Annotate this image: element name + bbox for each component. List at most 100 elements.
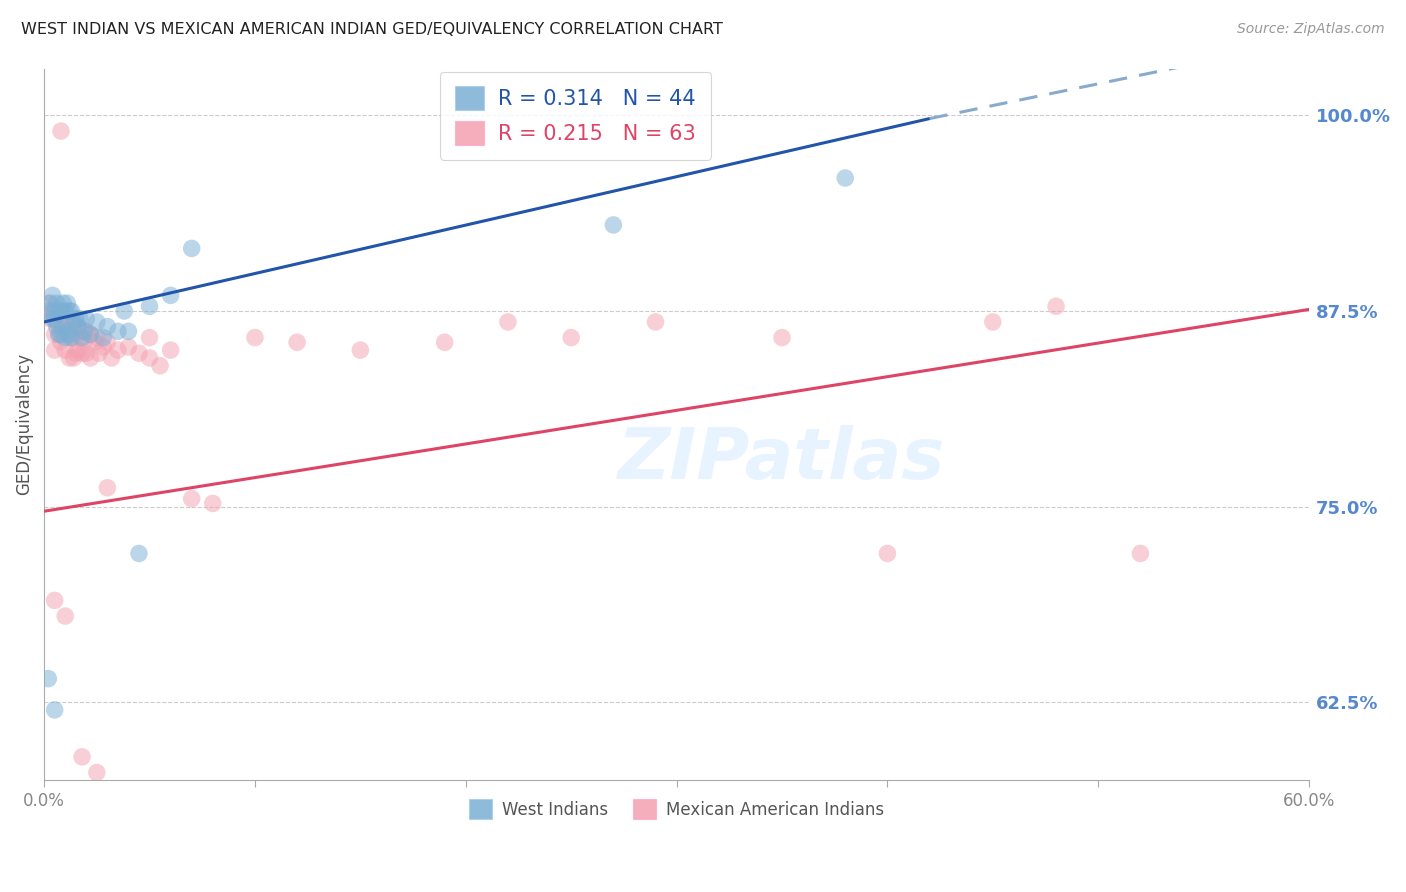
Point <box>60 319 83 334</box>
Point <box>62 351 84 365</box>
Point <box>876 546 898 560</box>
Point <box>69 330 91 344</box>
Point <box>39 311 62 326</box>
Point <box>60 304 83 318</box>
Point <box>83 335 105 350</box>
Point <box>70 346 93 360</box>
Point <box>112 304 135 318</box>
Point <box>66 343 89 357</box>
Point <box>96 481 118 495</box>
Point <box>48 327 70 342</box>
Point <box>1045 299 1067 313</box>
Point <box>834 171 856 186</box>
Point <box>49 304 72 318</box>
Point <box>41 304 63 318</box>
Point <box>73 324 96 338</box>
Point <box>53 609 76 624</box>
Point <box>117 324 139 338</box>
Point <box>69 311 91 326</box>
Point <box>41 311 63 326</box>
Point <box>70 330 93 344</box>
Point <box>44 593 66 607</box>
Text: WEST INDIAN VS MEXICAN AMERICAN INDIAN GED/EQUIVALENCY CORRELATION CHART: WEST INDIAN VS MEXICAN AMERICAN INDIAN G… <box>21 22 723 37</box>
Point <box>644 315 666 329</box>
Point <box>602 218 624 232</box>
Point <box>770 330 793 344</box>
Point <box>37 304 59 318</box>
Point <box>45 296 67 310</box>
Y-axis label: GED/Equivalency: GED/Equivalency <box>15 353 32 495</box>
Point <box>128 346 150 360</box>
Point <box>79 327 101 342</box>
Point <box>58 351 80 365</box>
Point <box>56 296 79 310</box>
Point <box>149 359 172 373</box>
Point <box>433 335 456 350</box>
Point <box>981 315 1004 329</box>
Point <box>48 304 70 318</box>
Point <box>180 241 202 255</box>
Point <box>100 351 122 365</box>
Point <box>66 319 89 334</box>
Point <box>65 346 87 360</box>
Point <box>75 346 97 360</box>
Point <box>87 346 110 360</box>
Point <box>243 330 266 344</box>
Point <box>496 315 519 329</box>
Point <box>58 327 80 342</box>
Text: Source: ZipAtlas.com: Source: ZipAtlas.com <box>1237 22 1385 37</box>
Point <box>138 299 160 313</box>
Point <box>52 319 75 334</box>
Point <box>138 330 160 344</box>
Text: ZIPatlas: ZIPatlas <box>619 425 946 494</box>
Point <box>86 765 108 780</box>
Point <box>44 304 66 318</box>
Point <box>349 343 371 357</box>
Point <box>138 351 160 365</box>
Point <box>56 324 79 338</box>
Point <box>44 327 66 342</box>
Point <box>45 315 67 329</box>
Point <box>65 324 87 338</box>
Point <box>75 324 97 338</box>
Point <box>39 296 62 310</box>
Point <box>49 124 72 138</box>
Point <box>159 343 181 357</box>
Legend: West Indians, Mexican American Indians: West Indians, Mexican American Indians <box>463 793 891 825</box>
Point <box>107 324 129 338</box>
Point <box>48 327 70 342</box>
Point <box>58 330 80 344</box>
Point <box>86 330 108 344</box>
Point <box>75 311 97 326</box>
Point <box>62 330 84 344</box>
Point <box>159 288 181 302</box>
Point <box>560 330 582 344</box>
Point <box>91 330 114 344</box>
Point <box>49 335 72 350</box>
Point <box>73 335 96 350</box>
Point <box>45 319 67 334</box>
Point <box>52 296 75 310</box>
Point <box>70 749 93 764</box>
Point <box>53 343 76 357</box>
Point <box>56 315 79 329</box>
Point <box>128 546 150 560</box>
Point <box>66 319 89 334</box>
Point <box>86 315 108 329</box>
Point <box>201 496 224 510</box>
Point <box>49 327 72 342</box>
Point <box>62 315 84 329</box>
Point <box>41 288 63 302</box>
Point <box>44 703 66 717</box>
Point <box>79 351 101 365</box>
Point <box>52 319 75 334</box>
Point <box>49 309 72 323</box>
Point <box>60 330 83 344</box>
Point <box>180 491 202 506</box>
Point <box>65 311 87 326</box>
Point <box>37 672 59 686</box>
Point <box>53 330 76 344</box>
Point <box>107 343 129 357</box>
Point <box>70 324 93 338</box>
Point <box>58 304 80 318</box>
